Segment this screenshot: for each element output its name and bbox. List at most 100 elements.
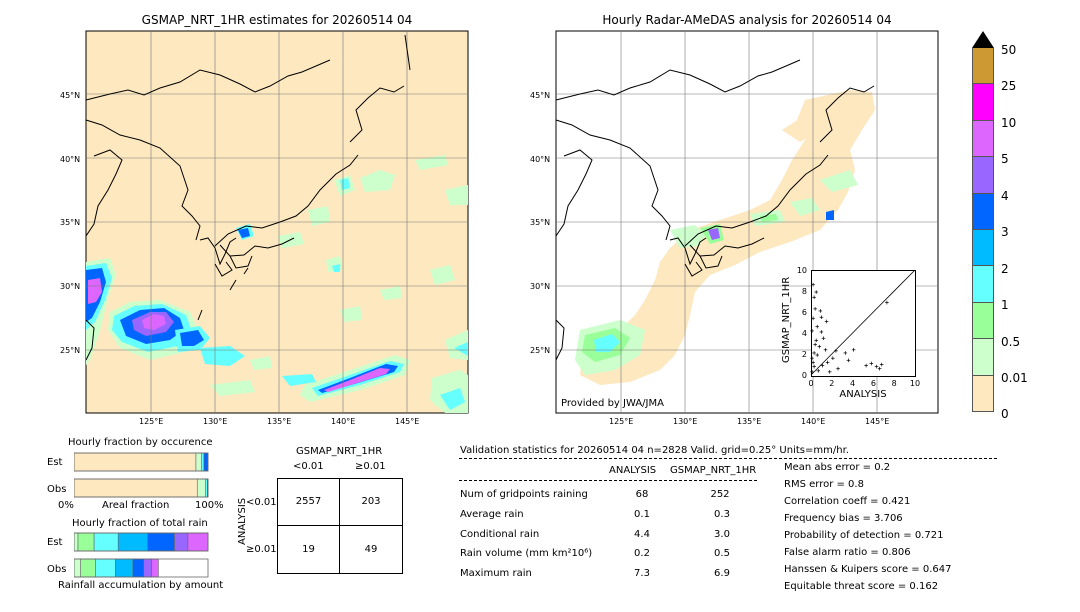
right-lon-135: 135°E [737, 417, 762, 426]
scatter-point [813, 342, 817, 347]
validation-col-analysis: ANALYSIS [609, 465, 657, 476]
fraction-segment [115, 558, 134, 578]
left-lat-40: 40°N [60, 155, 81, 164]
row-label-average: Average rain [460, 509, 524, 520]
cbar-label-2: 2 [1001, 262, 1009, 276]
fraction-segment [201, 452, 205, 472]
scatter-point [819, 330, 824, 334]
fraction-segment [143, 558, 153, 578]
fraction-segment [147, 532, 175, 552]
left-map-rain [86, 155, 468, 413]
contingency-row-ge: ≥0.01 [246, 544, 277, 555]
scatter-point [834, 349, 838, 353]
right-lat-25: 25°N [530, 346, 551, 355]
row-analysis-volume: 0.2 [634, 548, 650, 559]
right-lon-145: 145°E [865, 417, 890, 426]
scatter-point [813, 307, 817, 311]
row-analysis-conditional: 4.4 [634, 529, 650, 540]
score-frequency-bias: Frequency bias = 3.706 [784, 513, 903, 524]
left-lat-25: 25°N [60, 346, 81, 355]
row-label-gridpoints: Num of gridpoints raining [460, 489, 588, 500]
fraction-segment [151, 558, 159, 578]
right-lon-130: 130°E [673, 417, 698, 426]
scatter-y-tick: 0 [802, 371, 807, 380]
colorbar-segment [972, 266, 994, 303]
right-lat-35: 35°N [530, 218, 551, 227]
cbar-label-0.5: 0.5 [1001, 335, 1021, 349]
scatter-x-tick: 2 [829, 379, 834, 388]
row-gsmap-gridpoints: 252 [710, 489, 730, 500]
scatter-point [879, 362, 884, 367]
row-label-maximum: Maximum rain [460, 568, 532, 579]
right-lat-40: 40°N [530, 155, 551, 164]
colorbar-segment [972, 230, 994, 267]
fraction-segment [117, 532, 149, 552]
scatter-point [864, 363, 868, 368]
fraction-segment [74, 478, 198, 498]
score-rms: RMS error = 0.8 [784, 479, 864, 490]
rainfall-obs-label: Obs [47, 564, 67, 575]
contingency-title: GSMAP_NRT_1HR [296, 446, 383, 457]
left-map-coastline [85, 34, 411, 361]
scatter-point [814, 290, 818, 294]
scatter-point [810, 370, 814, 374]
scatter-y-tick: 8 [802, 287, 807, 296]
scatter-plot-area [811, 270, 916, 377]
row-analysis-average: 0.1 [634, 509, 650, 520]
fraction-bar-outline [74, 478, 209, 498]
scatter-x-tick: 0 [808, 379, 813, 388]
scatter-point [815, 353, 820, 357]
scatter-y-tick: 6 [802, 308, 807, 317]
scatter-point [815, 324, 820, 329]
fraction-segment [74, 558, 81, 578]
scatter-point [819, 315, 824, 320]
left-lat-35: 35°N [60, 218, 81, 227]
score-hk: Hanssen & Kuipers score = 0.647 [784, 564, 952, 575]
cbar-label-3: 3 [1001, 225, 1009, 239]
colorbar-segment [972, 339, 994, 376]
right-map [555, 30, 939, 414]
scatter-x-tick: 10 [910, 379, 920, 388]
occurrence-axis-right: 100% [195, 500, 224, 511]
score-correlation: Correlation coeff = 0.421 [784, 496, 911, 507]
scatter-diagonal [810, 269, 916, 376]
contingency-cell-ny: 203 [361, 496, 381, 507]
scatter-point [811, 282, 815, 287]
scatter-point [827, 370, 832, 374]
scatter-x-tick: 6 [871, 379, 876, 388]
scatter-point [846, 358, 851, 363]
occurrence-title: Hourly fraction by occurence [68, 437, 213, 448]
left-lon-135: 135°E [267, 417, 292, 426]
scatter-point [812, 351, 816, 355]
scatter-point [818, 309, 823, 313]
contingency-col-ge: ≥0.01 [355, 461, 386, 472]
scatter-point [811, 316, 815, 321]
fraction-segment [132, 558, 144, 578]
fraction-segment [203, 452, 209, 472]
row-analysis-maximum: 7.3 [634, 568, 650, 579]
cbar-label-0.01: 0.01 [1001, 371, 1028, 385]
rainfall-caption: Rainfall accumulation by amount [58, 580, 224, 591]
scatter-x-tick: 8 [892, 379, 897, 388]
scatter-point [843, 351, 848, 355]
rainfall-bars [74, 532, 209, 578]
fraction-segment [77, 532, 95, 552]
scatter-point [851, 348, 856, 352]
colorbar-segment [972, 157, 994, 194]
scatter-point [814, 338, 818, 343]
right-lon-125: 125°E [609, 417, 634, 426]
left-lon-125: 125°E [139, 417, 164, 426]
row-gsmap-average: 0.3 [714, 509, 730, 520]
row-analysis-gridpoints: 68 [635, 489, 649, 500]
fraction-segment [187, 532, 209, 552]
fraction-segment [93, 532, 119, 552]
right-lon-140: 140°E [801, 417, 826, 426]
cbar-label-25: 25 [1001, 79, 1017, 93]
left-lon-145: 145°E [395, 417, 420, 426]
left-lat-30: 30°N [60, 282, 81, 291]
fraction-bar-outline [74, 452, 209, 472]
occurrence-axis-left: 0% [58, 500, 74, 511]
occurrence-obs-label: Obs [47, 484, 67, 495]
scatter-point [820, 363, 825, 368]
left-map [85, 30, 469, 414]
